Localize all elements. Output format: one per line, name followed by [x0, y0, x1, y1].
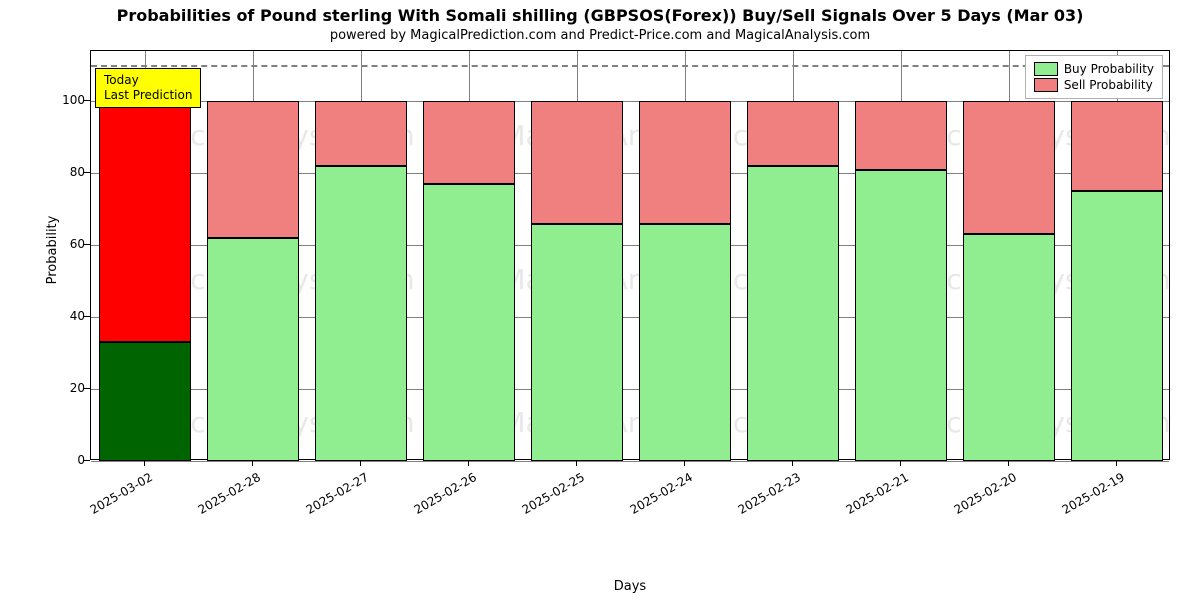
legend-swatch: [1034, 78, 1058, 92]
y-tick-label: 80: [25, 165, 85, 179]
plot-area: MagicalAnalysis.comMagicalAnalysis.comMa…: [90, 50, 1170, 460]
x-tick-mark: [360, 460, 361, 466]
bar-buy: [639, 224, 731, 461]
x-tick-label: 2025-02-27: [302, 470, 371, 518]
x-tick-label: 2025-02-25: [518, 470, 587, 518]
x-tick-mark: [252, 460, 253, 466]
bar-sell: [99, 101, 191, 342]
y-tick-label: 40: [25, 309, 85, 323]
bar-sell: [207, 101, 299, 238]
x-tick-label: 2025-02-26: [410, 470, 479, 518]
bar-sell: [639, 101, 731, 223]
legend-label: Buy Probability: [1064, 62, 1154, 76]
x-axis-label: Days: [90, 579, 1170, 594]
x-tick-mark: [1008, 460, 1009, 466]
y-tick-mark: [84, 244, 90, 245]
x-tick-mark: [468, 460, 469, 466]
x-tick-mark: [1116, 460, 1117, 466]
y-tick-mark: [84, 388, 90, 389]
y-tick-label: 20: [25, 381, 85, 395]
x-tick-mark: [900, 460, 901, 466]
bar-sell: [423, 101, 515, 184]
x-tick-mark: [144, 460, 145, 466]
bar-sell: [747, 101, 839, 166]
legend-label: Sell Probability: [1064, 78, 1153, 92]
x-tick-label: 2025-02-21: [842, 470, 911, 518]
y-tick-label: 60: [25, 237, 85, 251]
y-tick-mark: [84, 316, 90, 317]
bar-sell: [531, 101, 623, 223]
y-tick-label: 100: [25, 93, 85, 107]
bar-buy: [747, 166, 839, 461]
x-tick-label: 2025-02-19: [1058, 470, 1127, 518]
x-tick-mark: [684, 460, 685, 466]
x-tick-label: 2025-02-28: [194, 470, 263, 518]
y-tick-mark: [84, 172, 90, 173]
bar-buy: [423, 184, 515, 461]
bar-sell: [963, 101, 1055, 234]
bar-buy: [855, 170, 947, 461]
bar-sell: [855, 101, 947, 169]
bar-buy: [99, 342, 191, 461]
bar-sell: [315, 101, 407, 166]
bar-sell: [1071, 101, 1163, 191]
x-tick-label: 2025-03-02: [86, 470, 155, 518]
x-tick-label: 2025-02-23: [734, 470, 803, 518]
chart-container: Probabilities of Pound sterling With Som…: [0, 0, 1200, 600]
legend-item: Sell Probability: [1034, 78, 1154, 92]
chart-title: Probabilities of Pound sterling With Som…: [0, 6, 1200, 25]
legend-item: Buy Probability: [1034, 62, 1154, 76]
x-tick-label: 2025-02-24: [626, 470, 695, 518]
y-tick-label: 0: [25, 453, 85, 467]
x-tick-mark: [792, 460, 793, 466]
bar-buy: [1071, 191, 1163, 461]
y-tick-mark: [84, 460, 90, 461]
bar-buy: [207, 238, 299, 461]
x-tick-mark: [576, 460, 577, 466]
reference-line: [91, 65, 1169, 67]
annotation-today: Today Last Prediction: [95, 68, 201, 108]
legend: Buy Probability Sell Probability: [1025, 55, 1163, 99]
x-tick-label: 2025-02-20: [950, 470, 1019, 518]
legend-swatch: [1034, 62, 1058, 76]
bar-buy: [531, 224, 623, 461]
bar-buy: [963, 234, 1055, 461]
y-tick-mark: [84, 100, 90, 101]
chart-subtitle: powered by MagicalPrediction.com and Pre…: [0, 28, 1200, 43]
bar-buy: [315, 166, 407, 461]
